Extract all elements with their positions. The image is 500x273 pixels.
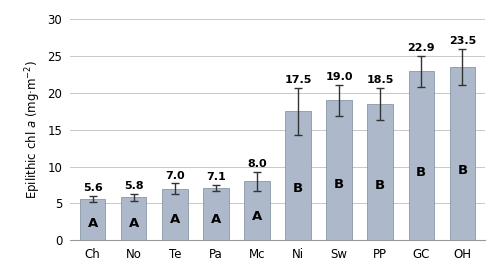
Text: 7.0: 7.0 [165, 171, 184, 180]
Text: B: B [416, 166, 426, 179]
Bar [80, 199, 106, 240]
Text: 17.5: 17.5 [284, 75, 312, 85]
Text: 8.0: 8.0 [247, 159, 267, 169]
Text: 7.1: 7.1 [206, 172, 226, 182]
Bar [162, 189, 188, 240]
Bar [450, 67, 475, 240]
Text: B: B [293, 182, 303, 195]
Text: 5.8: 5.8 [124, 181, 144, 191]
Text: B: B [334, 178, 344, 191]
Text: 23.5: 23.5 [449, 36, 476, 46]
Text: A: A [170, 213, 180, 226]
Bar [121, 197, 146, 240]
Bar [203, 188, 228, 240]
Text: 22.9: 22.9 [408, 43, 435, 53]
Text: 18.5: 18.5 [366, 75, 394, 85]
Bar [244, 181, 270, 240]
Bar [368, 104, 393, 240]
Text: 19.0: 19.0 [326, 72, 353, 82]
Text: 5.6: 5.6 [82, 183, 102, 193]
Text: B: B [458, 164, 468, 177]
Bar [408, 72, 434, 240]
Text: B: B [375, 179, 386, 192]
Y-axis label: Epilithic chl $a$ (mg·m$^{-2}$): Epilithic chl $a$ (mg·m$^{-2}$) [24, 60, 44, 199]
Bar [326, 100, 352, 240]
Text: A: A [210, 213, 221, 226]
Text: A: A [128, 217, 139, 230]
Bar [286, 111, 311, 240]
Text: A: A [88, 217, 98, 230]
Text: A: A [252, 210, 262, 223]
